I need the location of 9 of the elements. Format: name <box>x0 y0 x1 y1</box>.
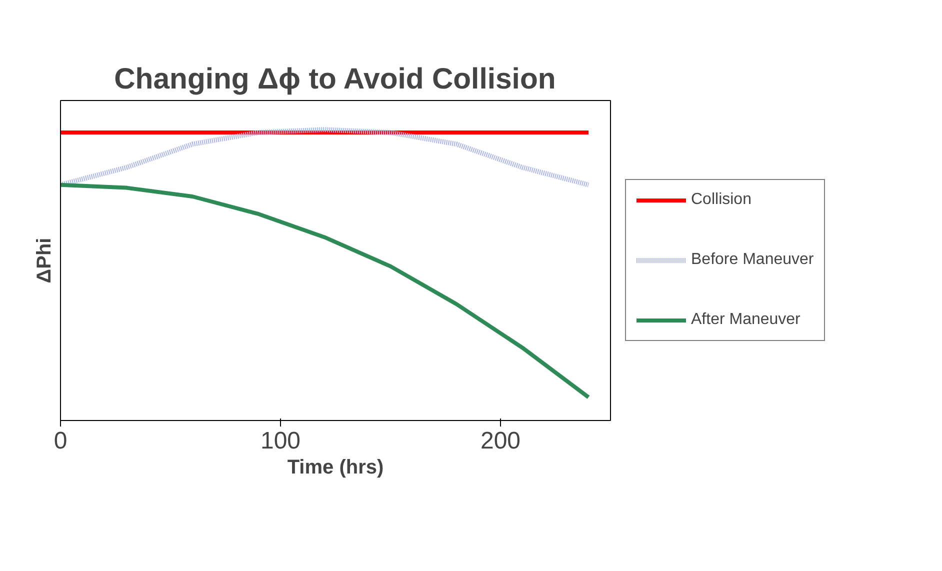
chart-title: Changing Δϕ to Avoid Collision <box>114 62 556 96</box>
y-axis-title: ΔPhi <box>34 238 56 284</box>
legend-label: After Maneuver <box>691 311 800 329</box>
x-axis-title: Time (hrs) <box>287 456 384 478</box>
x-tick-label: 200 <box>480 428 521 454</box>
x-tick-label: 0 <box>54 428 68 454</box>
legend-label: Before Maneuver <box>691 251 814 269</box>
x-tick-label: 100 <box>260 428 301 454</box>
legend-label: Collision <box>691 191 752 209</box>
